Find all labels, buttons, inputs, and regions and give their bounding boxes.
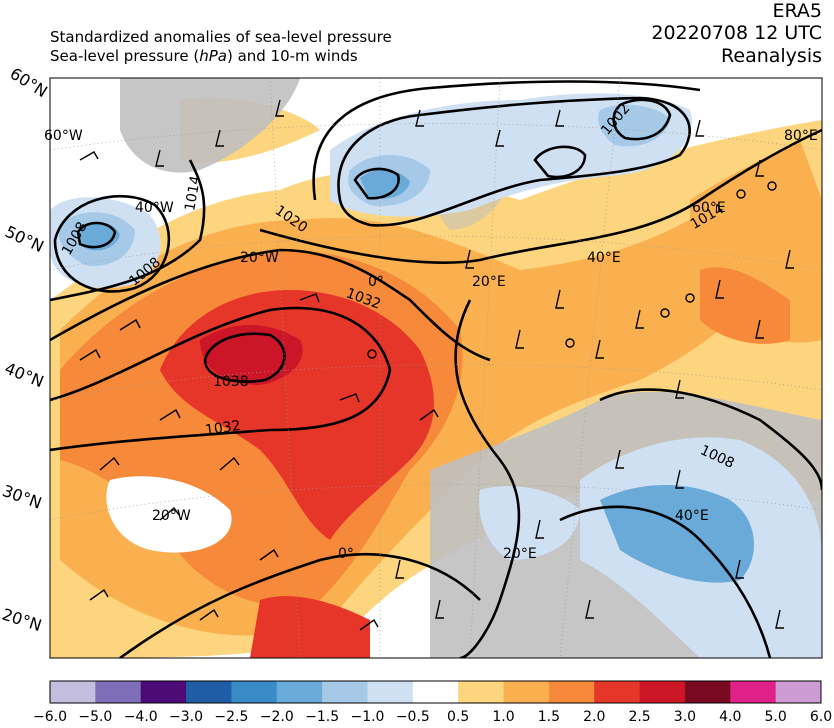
- lon-label: 60°E: [692, 200, 726, 216]
- isobar-1032: [50, 306, 392, 452]
- colorbar-swatch: [276, 681, 323, 703]
- colorbar-swatch: [412, 681, 459, 703]
- datetime-label: 20220708 12 UTC: [651, 22, 822, 44]
- lon-label: 0°: [368, 274, 384, 290]
- colorbar-tick-label: 5.0: [764, 709, 787, 725]
- lat-label: 50°N: [2, 222, 47, 256]
- colorbar-swatch: [548, 681, 595, 703]
- colorbar-swatch: [684, 681, 731, 703]
- lon-label: 20°W: [240, 250, 279, 266]
- map-border: [49, 77, 823, 659]
- title-line1: Standardized anomalies of sea-level pres…: [50, 28, 392, 46]
- lon-label: 60°W: [44, 128, 83, 144]
- isobar-1014-s: [119, 553, 481, 658]
- isobar-label: 1038: [213, 374, 249, 390]
- colorbar-swatch: [50, 681, 96, 703]
- colorbar-swatch: [775, 681, 822, 703]
- lon-label: 40°E: [587, 250, 621, 266]
- colorbar-tick-label: 0.5: [447, 709, 470, 725]
- dataset-label: ERA5: [772, 0, 822, 22]
- isobar-1008-se: [599, 388, 822, 491]
- isobar-1002-n: [337, 96, 691, 227]
- colorbar-swatch: [231, 681, 278, 703]
- colorbar-swatch: [458, 681, 505, 703]
- isobar-1014-ne: [259, 128, 822, 264]
- colorbar-tick-label: −5.0: [78, 709, 113, 725]
- colorbar-border: [49, 680, 822, 704]
- lon-label: 20°W: [152, 508, 191, 524]
- lat-label: 40°N: [2, 359, 47, 392]
- isobar-label: 1032: [204, 418, 242, 439]
- lon-label: 0°: [338, 546, 354, 562]
- lon-label: 80°E: [784, 128, 818, 144]
- colorbar-tick-label: 4.0: [719, 709, 742, 725]
- colorbar-tick-label: 1.5: [537, 709, 561, 725]
- calm-circles: [367, 181, 777, 359]
- colorbar-swatch: [186, 681, 232, 703]
- isobar-1008-w: [53, 194, 171, 293]
- lat-label: 20°N: [0, 605, 44, 636]
- map-panel: [50, 78, 822, 658]
- isobar-1008-w2: [76, 221, 117, 249]
- title-line2: Sea-level pressure (hPa) and 10-m winds: [50, 47, 358, 65]
- lat-label: 60°N: [7, 64, 51, 101]
- anomaly-neg-2-w: [80, 222, 120, 251]
- lon-label: 40°W: [135, 200, 174, 216]
- lon-label: 20°E: [503, 546, 537, 562]
- colorbar: [50, 681, 822, 703]
- isobar-1002-c: [353, 167, 400, 200]
- anomaly-0.5-white: [106, 476, 232, 553]
- colorbar-swatch: [322, 681, 368, 703]
- colorbar-tick-label: −0.5: [395, 709, 430, 725]
- colorbar-swatch: [639, 681, 686, 703]
- product-label: Reanalysis: [721, 45, 822, 67]
- anomaly-1.5-east: [700, 267, 790, 344]
- isobar-1008-n: [312, 80, 701, 201]
- isobar-1014-w: [50, 159, 206, 302]
- title-unit: hPa: [199, 47, 227, 65]
- colorbar-swatch: [140, 681, 187, 703]
- title-line2-suffix: ) and 10-m winds: [226, 47, 358, 65]
- colorbar-tick-label: 1.0: [492, 709, 515, 725]
- colorbar-swatch: [594, 681, 641, 703]
- colorbar-swatch: [367, 681, 414, 703]
- colorbar-tick-label: −6.0: [33, 709, 67, 725]
- colorbar-tick-label: −2.0: [259, 709, 294, 725]
- colorbar-swatch: [95, 681, 142, 703]
- colorbar-tick-label: 3.0: [673, 709, 697, 725]
- wind-barbs: [79, 99, 794, 631]
- lon-label: 20°E: [472, 274, 506, 290]
- graticule: [50, 78, 822, 658]
- lat-label: 30°N: [0, 481, 44, 513]
- colorbar-tick-label: 2.0: [583, 709, 606, 725]
- isobar-1008-se2: [559, 505, 772, 658]
- colorbar-tick-label: −3.0: [169, 709, 204, 725]
- colorbar-tick-label: −1.5: [305, 709, 340, 725]
- anomaly-2.0-south: [250, 596, 370, 658]
- colorbar-tick-label: 2.5: [628, 709, 651, 725]
- colorbar-tick-label: −2.5: [214, 709, 249, 725]
- isobar-1020: [50, 248, 491, 362]
- land-greenland: [120, 78, 300, 173]
- isobar-label: 1014: [182, 174, 204, 212]
- isobar-low-c2: [533, 145, 587, 179]
- isobar-1002-e: [612, 98, 672, 141]
- lat-label-group: 60°N 50°N 40°N 30°N 20°N: [0, 64, 51, 635]
- isobars: [50, 80, 822, 658]
- colorbar-swatch: [503, 681, 550, 703]
- colorbar-tick-label: 6.0: [809, 709, 833, 725]
- colorbar-swatch: [730, 681, 777, 703]
- anomaly-neg-aegean: [479, 486, 580, 560]
- title-line2-prefix: Sea-level pressure (: [50, 47, 200, 65]
- lon-label-group: 60°W 40°W 20°W 0° 20°E 40°E 60°E 80°E 20…: [44, 128, 818, 562]
- colorbar-tick-label: −4.0: [123, 709, 158, 725]
- isobar-1014-c: [454, 299, 521, 658]
- lon-label: 40°E: [675, 508, 709, 524]
- colorbar-tick-label: −1.0: [350, 709, 385, 725]
